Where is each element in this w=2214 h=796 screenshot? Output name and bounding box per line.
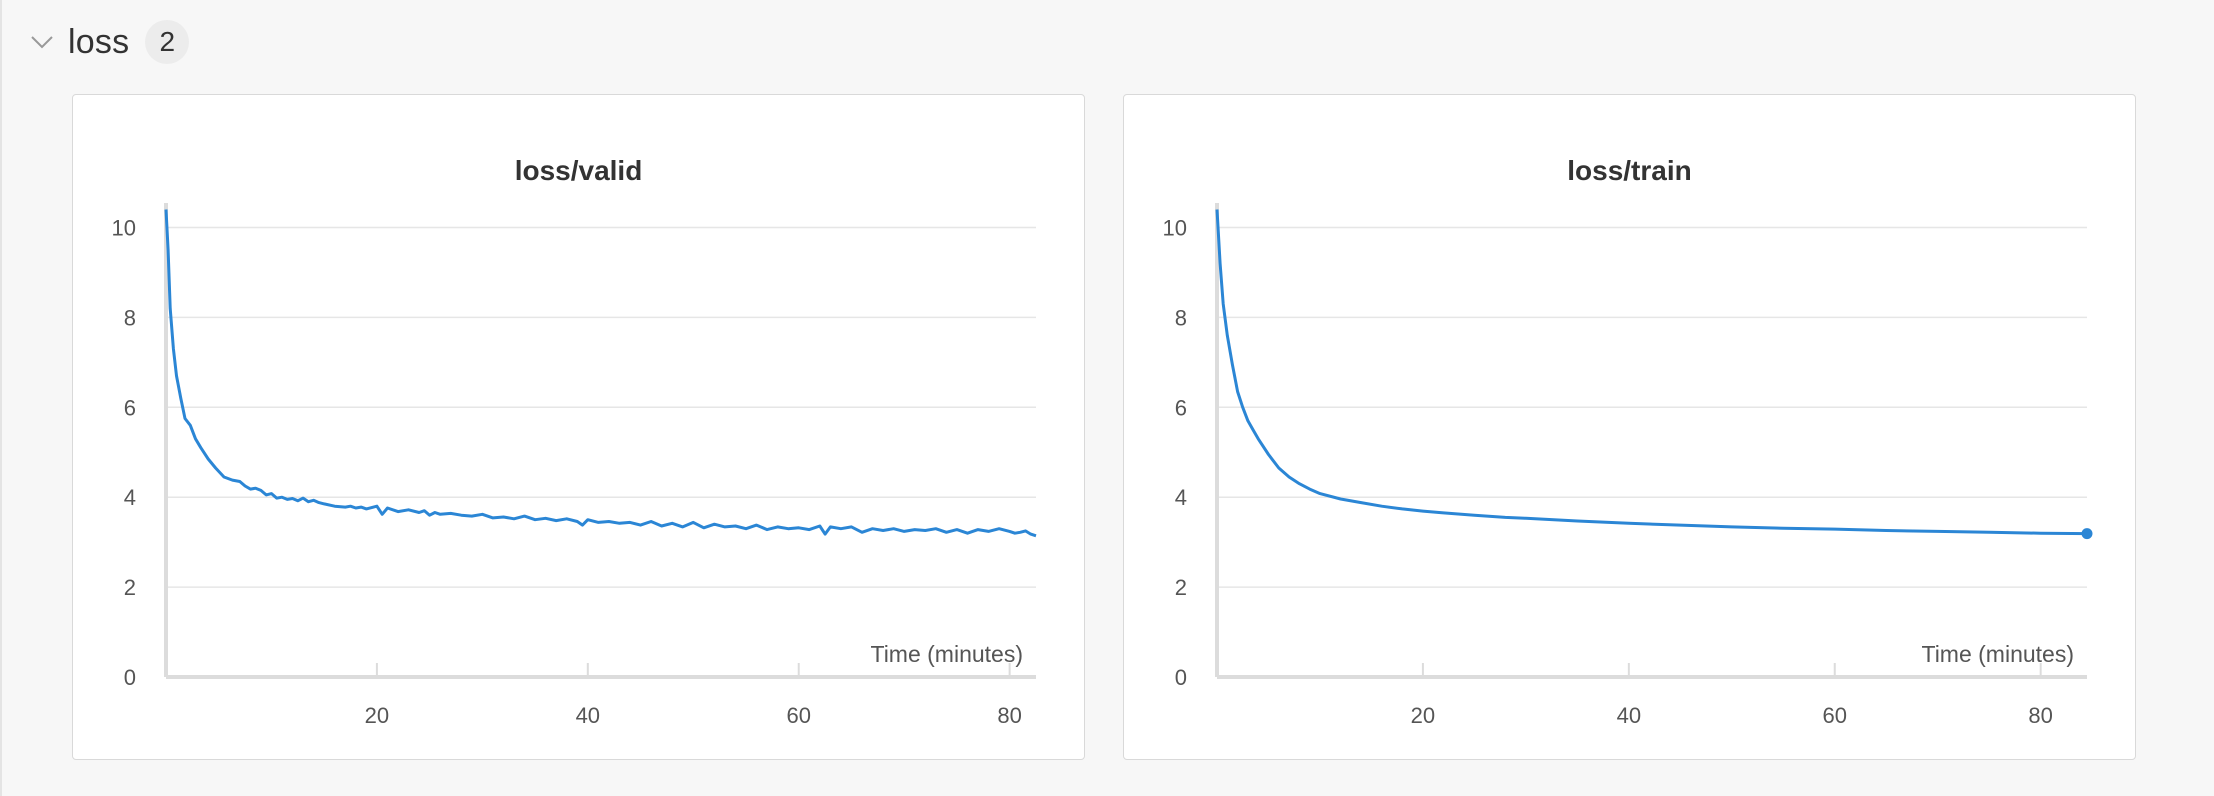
section-header: loss 2 [28,20,190,64]
x-tick-label: 20 [1411,703,1435,728]
chart-title: loss/train [1567,155,1692,186]
y-tick-label: 4 [124,485,136,510]
chart-svg-loss-valid: 0 2 4 6 8 10 20 40 60 80 Time (minutes) [112,203,1037,728]
page-left-edge [0,0,2,796]
x-tick-label: 60 [786,703,810,728]
x-tick-label: 60 [1823,703,1847,728]
series-line[interactable] [1215,209,2088,536]
chart-panel-loss-train[interactable]: loss/train 0 2 4 6 8 10 20 40 60 80 Time (minutes) [1123,94,2136,760]
collapse-chevron-icon[interactable] [28,28,56,56]
x-tick-label: 40 [576,703,600,728]
x-tick-label: 80 [997,703,1021,728]
section-title[interactable]: loss [68,22,130,61]
y-tick-label: 10 [1163,215,1187,240]
y-tick-label: 10 [112,215,136,240]
series-end-point[interactable] [2081,528,2093,540]
chart-title: loss/valid [514,155,643,186]
y-tick-label: 4 [1175,485,1187,510]
x-tick-label: 80 [2028,703,2052,728]
y-tick-label: 0 [1175,665,1187,690]
chart-svg-loss-train: 0 2 4 6 8 10 20 40 60 80 Time (minutes) [1163,203,2093,728]
x-tick-label: 40 [1617,703,1641,728]
x-axis-title: Time (minutes) [1922,641,2075,667]
y-tick-label: 2 [1175,575,1187,600]
series-line[interactable] [164,209,1037,538]
y-tick-label: 8 [124,305,136,330]
y-tick-label: 2 [124,575,136,600]
chart-panel-loss-valid[interactable]: loss/valid 0 2 4 6 8 10 20 40 60 80 Time (minutes) [72,94,1085,760]
x-axis-title: Time (minutes) [871,641,1024,667]
y-tick-label: 6 [124,395,136,420]
y-tick-label: 0 [124,665,136,690]
y-tick-label: 6 [1175,395,1187,420]
x-tick-label: 20 [365,703,389,728]
panel-count-badge: 2 [145,20,190,64]
y-tick-label: 8 [1175,305,1187,330]
